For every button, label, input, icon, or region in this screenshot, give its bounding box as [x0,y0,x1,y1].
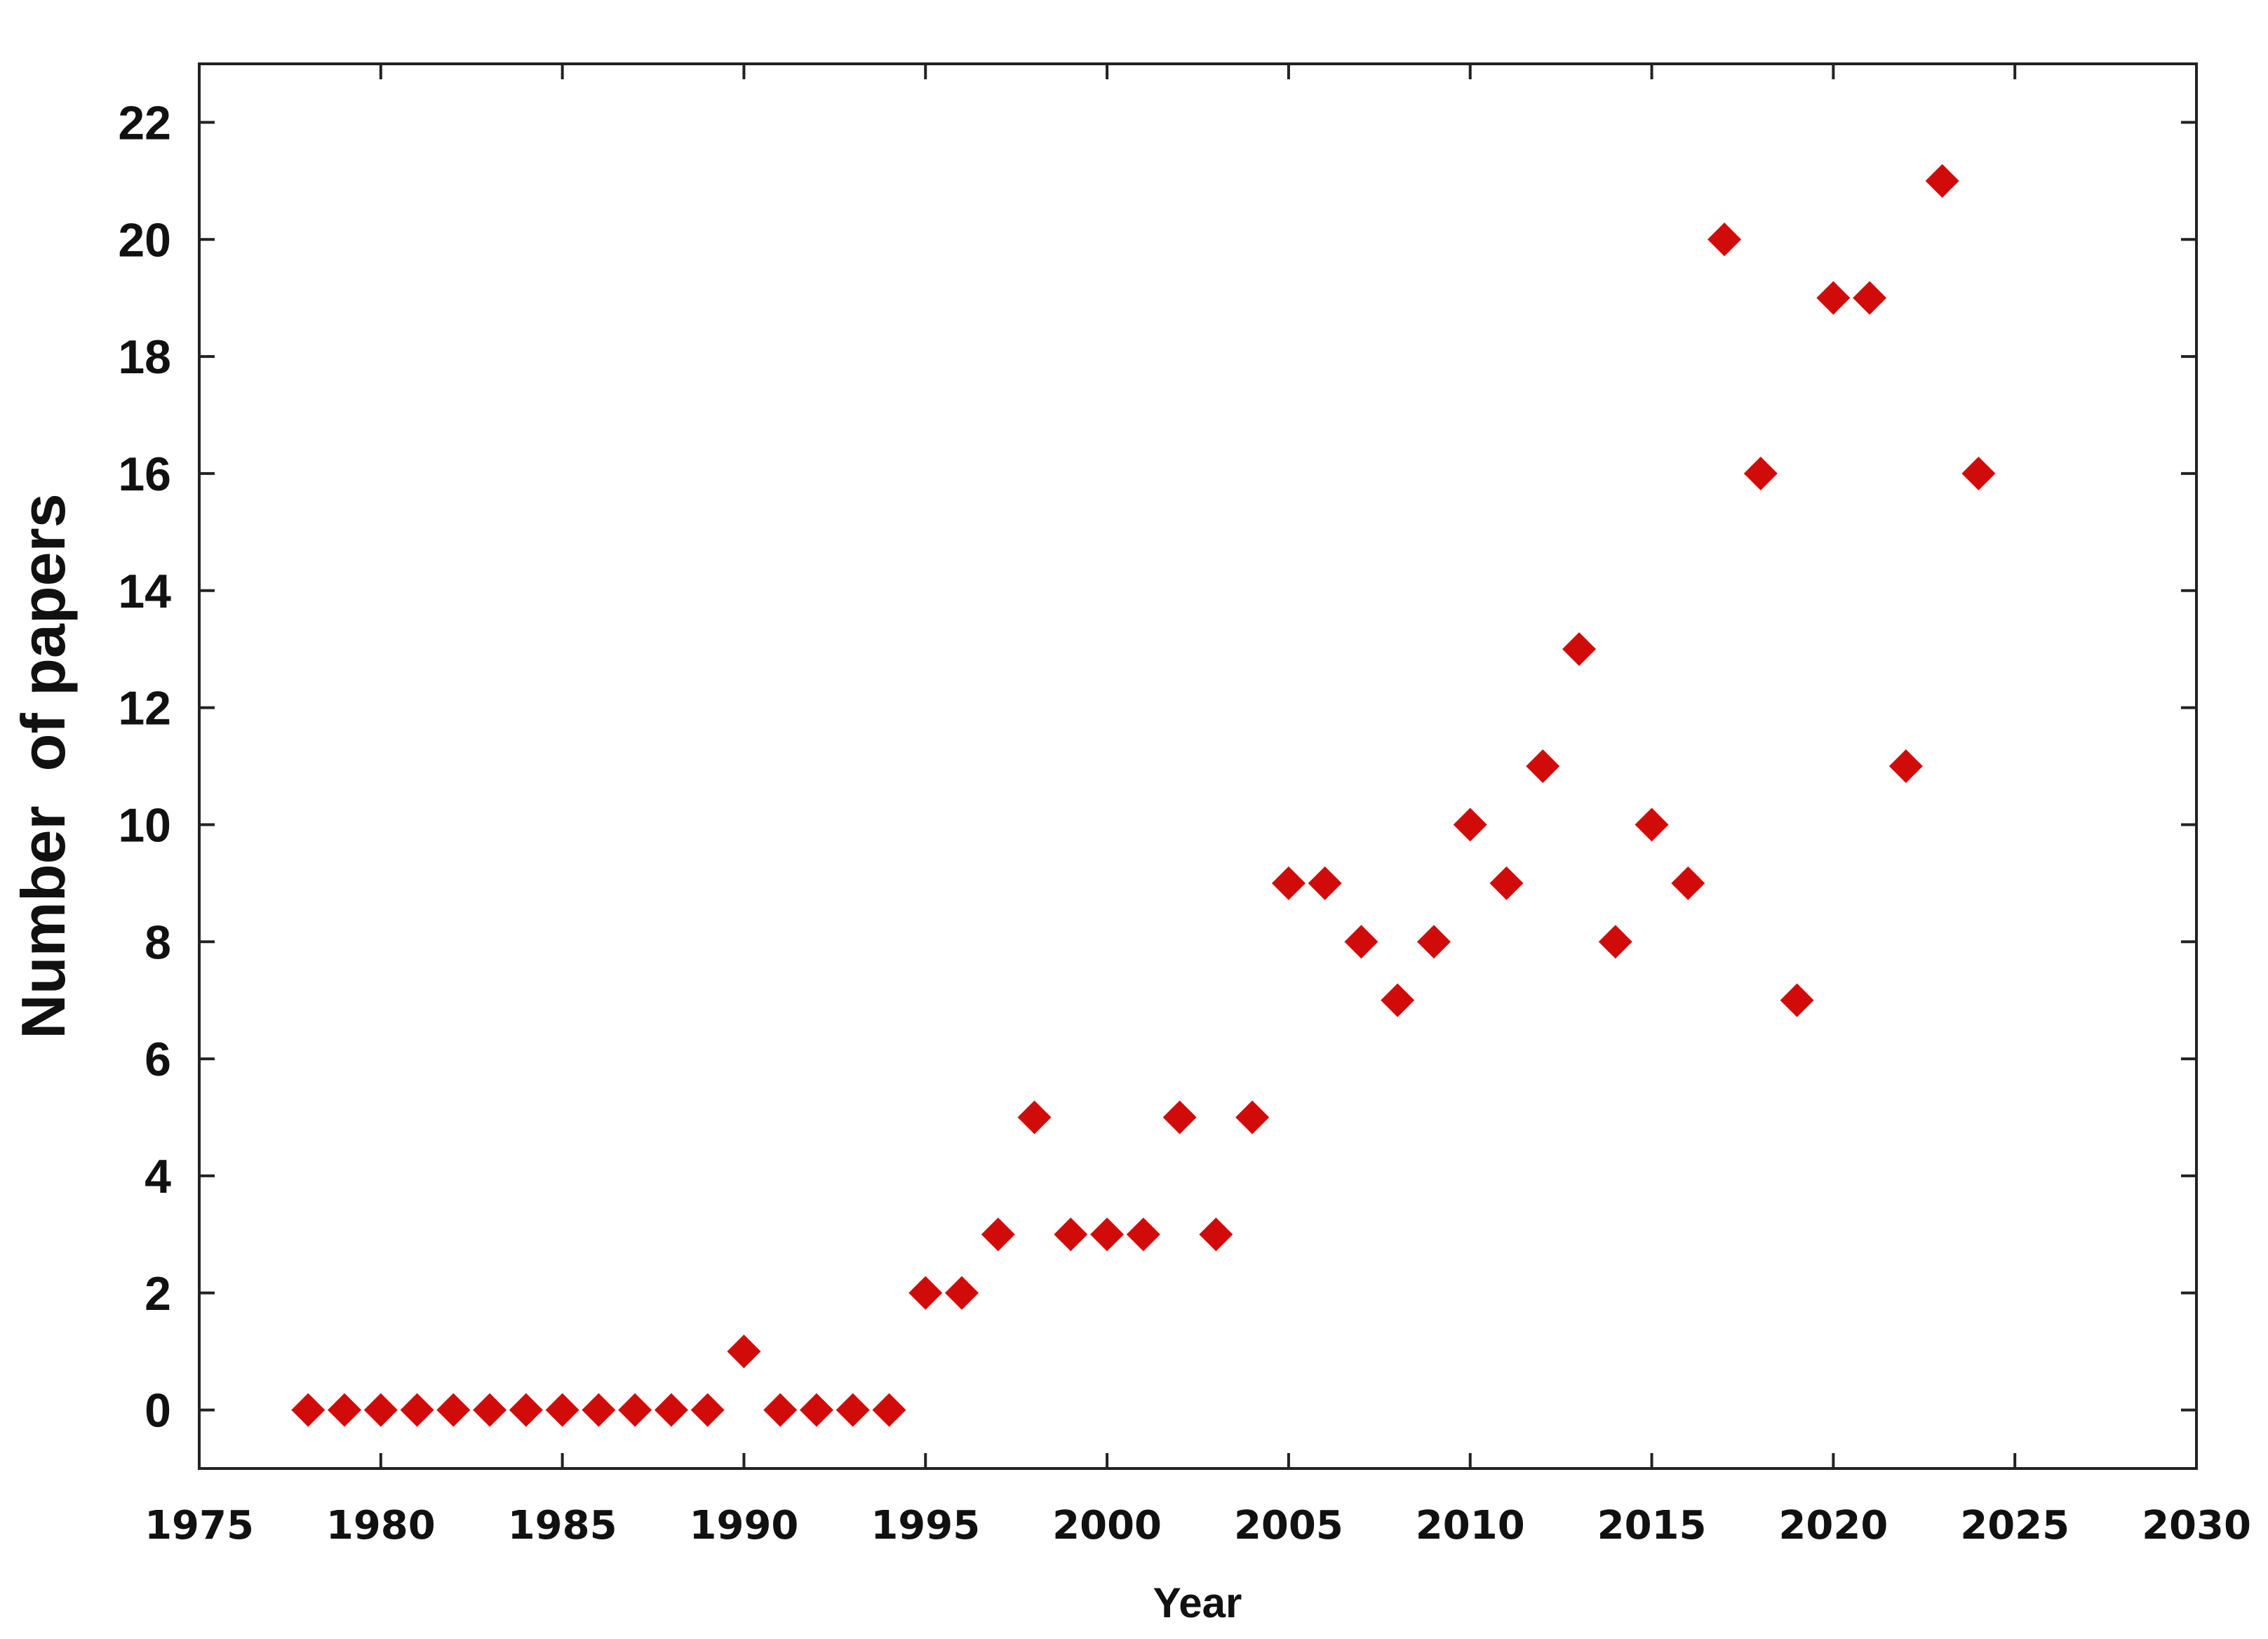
data-point [799,1393,833,1427]
data-point [473,1393,507,1427]
x-tick-label: 2005 [1234,1503,1343,1548]
data-point [1344,925,1378,959]
data-point [1054,1217,1088,1252]
data-point [1308,866,1342,900]
data-point [1925,163,1959,198]
data-point [363,1393,398,1427]
data-point [690,1393,725,1427]
y-tick-label: 20 [118,213,171,267]
x-tick-label: 1995 [871,1503,980,1548]
data-point [836,1393,870,1427]
data-point [1017,1100,1052,1135]
y-tick-label: 14 [118,565,171,618]
y-axis-title: Number of papers [8,493,78,1038]
data-point [1961,456,1996,490]
data-point [1453,808,1487,842]
y-tick-label: 0 [145,1384,171,1438]
data-point [1598,925,1632,959]
plot-frame [198,62,2198,1470]
data-point [1271,866,1306,900]
data-points [291,163,1996,1427]
data-point [1780,983,1814,1017]
y-axis: 0 2 4 6 8 10 12 14 16 18 20 22 [118,96,2196,1438]
x-axis-title: Year [1153,1579,1242,1626]
data-point [436,1393,471,1427]
data-point [1235,1100,1270,1135]
y-tick-label: 8 [145,916,171,969]
data-point [1853,281,1887,315]
y-tick-label: 2 [145,1267,171,1320]
data-point [654,1393,688,1427]
data-point [1416,925,1451,959]
y-tick-label: 4 [145,1150,171,1203]
x-tick-label: 2000 [1052,1503,1162,1548]
data-point [981,1217,1015,1252]
data-point [908,1276,943,1310]
data-point [291,1393,326,1427]
data-point [1562,632,1597,667]
y-tick-label: 18 [118,330,171,384]
data-point [582,1393,616,1427]
data-point [1162,1100,1197,1135]
data-point [509,1393,543,1427]
x-tick-label: 1980 [326,1503,436,1548]
data-point [400,1393,434,1427]
data-point [328,1393,362,1427]
data-point [1888,749,1923,783]
y-tick-label: 6 [145,1033,171,1086]
data-point [872,1393,906,1427]
x-tick-label: 1985 [508,1503,617,1548]
data-point [763,1393,798,1427]
y-tick-label: 12 [118,682,171,735]
data-point [1526,749,1560,783]
y-tick-label: 10 [118,798,171,852]
data-point [1090,1217,1125,1252]
x-tick-label: 2015 [1597,1503,1707,1548]
data-point [945,1276,979,1310]
data-point [1199,1217,1233,1252]
data-point [1126,1217,1160,1252]
data-point [545,1393,579,1427]
data-point [1381,983,1415,1017]
x-tick-label: 1990 [690,1503,799,1548]
data-point [727,1334,761,1369]
x-tick-label: 2010 [1416,1503,1525,1548]
x-axis: 1975 1980 1985 1990 1995 2000 2005 2010 2015 2020… [145,64,2251,1548]
y-tick-label: 16 [118,448,171,501]
data-point [1635,808,1669,842]
data-point [1489,866,1524,900]
y-tick-label: 22 [118,96,171,149]
data-point [1707,222,1742,257]
x-tick-label: 2020 [1778,1503,1888,1548]
x-tick-label: 2025 [1960,1503,2069,1548]
x-tick-label: 2030 [2142,1503,2251,1548]
data-point [1671,866,1705,900]
x-tick-label: 1975 [145,1503,254,1548]
data-point [1816,281,1851,315]
data-point [1743,456,1778,490]
data-point [618,1393,652,1427]
